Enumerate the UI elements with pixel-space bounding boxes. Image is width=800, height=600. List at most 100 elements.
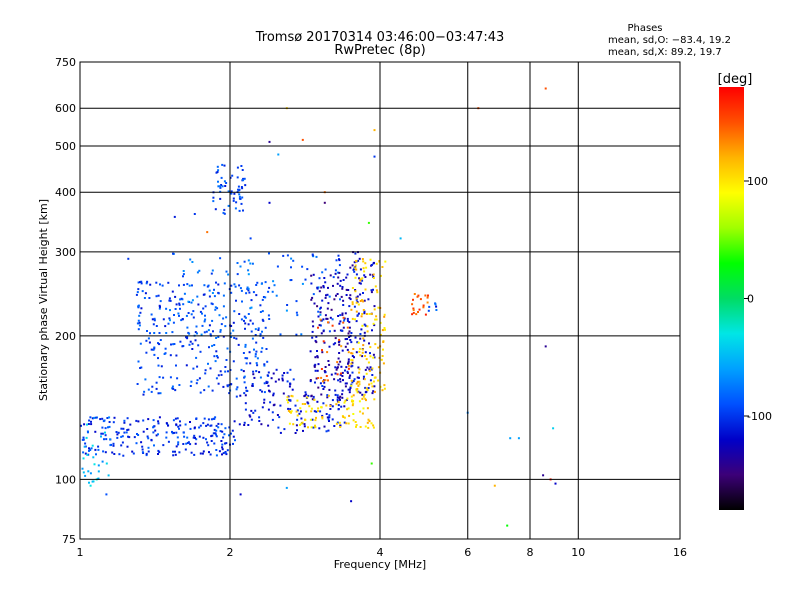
data-point: [211, 434, 214, 437]
data-point: [340, 345, 343, 348]
data-point: [347, 360, 350, 363]
sparse-point: [323, 201, 326, 204]
data-point: [359, 300, 362, 302]
data-point: [351, 317, 354, 320]
data-point: [347, 364, 350, 367]
data-point: [100, 432, 103, 435]
data-point: [299, 410, 302, 413]
data-point: [215, 435, 218, 438]
grid-lines: [80, 62, 680, 539]
plot-frame: [79, 61, 681, 540]
data-point: [350, 332, 353, 334]
data-point: [196, 271, 199, 274]
data-point: [242, 370, 245, 373]
data-point: [357, 259, 360, 262]
data-point: [367, 361, 370, 364]
data-point: [374, 343, 377, 346]
data-point: [238, 423, 241, 426]
data-point: [224, 442, 226, 445]
data-point: [90, 447, 93, 450]
data-point: [249, 362, 252, 365]
data-point: [323, 277, 326, 279]
data-point: [83, 423, 86, 426]
data-point: [155, 434, 158, 437]
data-point: [311, 336, 314, 339]
data-point: [426, 301, 429, 304]
data-point: [221, 453, 223, 456]
data-point: [313, 365, 316, 368]
data-point: [362, 395, 365, 398]
data-point: [237, 188, 239, 191]
data-point: [338, 343, 341, 346]
data-point: [287, 395, 290, 398]
data-point: [320, 393, 323, 396]
data-point: [213, 442, 216, 445]
data-point: [238, 313, 241, 315]
data-point: [261, 347, 264, 350]
data-point: [342, 299, 345, 302]
data-point: [216, 356, 219, 359]
data-point: [323, 385, 326, 388]
data-point: [374, 318, 377, 321]
data-point: [122, 454, 125, 457]
data-point: [232, 199, 235, 202]
data-point: [358, 257, 361, 260]
data-point: [422, 304, 425, 307]
data-point: [223, 164, 226, 167]
data-point: [102, 450, 105, 453]
data-point: [217, 374, 220, 377]
data-point: [82, 457, 85, 460]
data-point: [286, 396, 289, 399]
data-point: [204, 372, 207, 375]
data-point: [361, 412, 364, 415]
data-point: [213, 428, 216, 431]
data-point: [426, 296, 429, 299]
data-point: [185, 442, 188, 445]
data-point: [97, 464, 100, 467]
data-point: [413, 293, 416, 295]
data-point: [219, 370, 222, 373]
data-point: [339, 284, 342, 287]
data-point: [317, 363, 320, 366]
sparse-point: [554, 482, 557, 485]
data-point: [158, 332, 161, 334]
data-point: [178, 314, 180, 317]
data-point: [264, 326, 267, 329]
data-point: [244, 402, 247, 405]
data-point: [339, 279, 342, 282]
data-point: [142, 430, 145, 433]
data-point: [126, 417, 129, 420]
data-point: [196, 332, 198, 335]
data-point: [288, 385, 291, 388]
data-point: [257, 329, 260, 331]
data-point: [337, 404, 340, 407]
data-point: [350, 379, 353, 382]
data-point: [336, 367, 339, 370]
data-point: [230, 190, 233, 193]
data-point: [269, 401, 272, 404]
data-point: [228, 392, 231, 395]
data-point: [274, 380, 277, 383]
data-point: [320, 406, 323, 409]
data-point: [363, 270, 366, 273]
data-point: [241, 300, 243, 303]
data-point: [118, 453, 121, 456]
data-point: [244, 357, 247, 360]
data-point: [362, 344, 365, 347]
data-point: [337, 379, 340, 382]
data-point: [224, 370, 227, 373]
data-point: [212, 196, 215, 199]
data-point: [245, 386, 247, 389]
data-point: [364, 276, 367, 278]
data-point: [140, 441, 143, 444]
data-point: [213, 295, 216, 298]
data-point: [105, 462, 108, 465]
data-point: [192, 316, 195, 319]
data-point: [244, 184, 247, 187]
data-point: [120, 435, 123, 438]
data-point: [267, 408, 270, 411]
y-tick-label: 300: [55, 246, 76, 259]
data-point: [153, 353, 156, 356]
data-point: [317, 407, 320, 410]
data-point: [158, 451, 161, 454]
